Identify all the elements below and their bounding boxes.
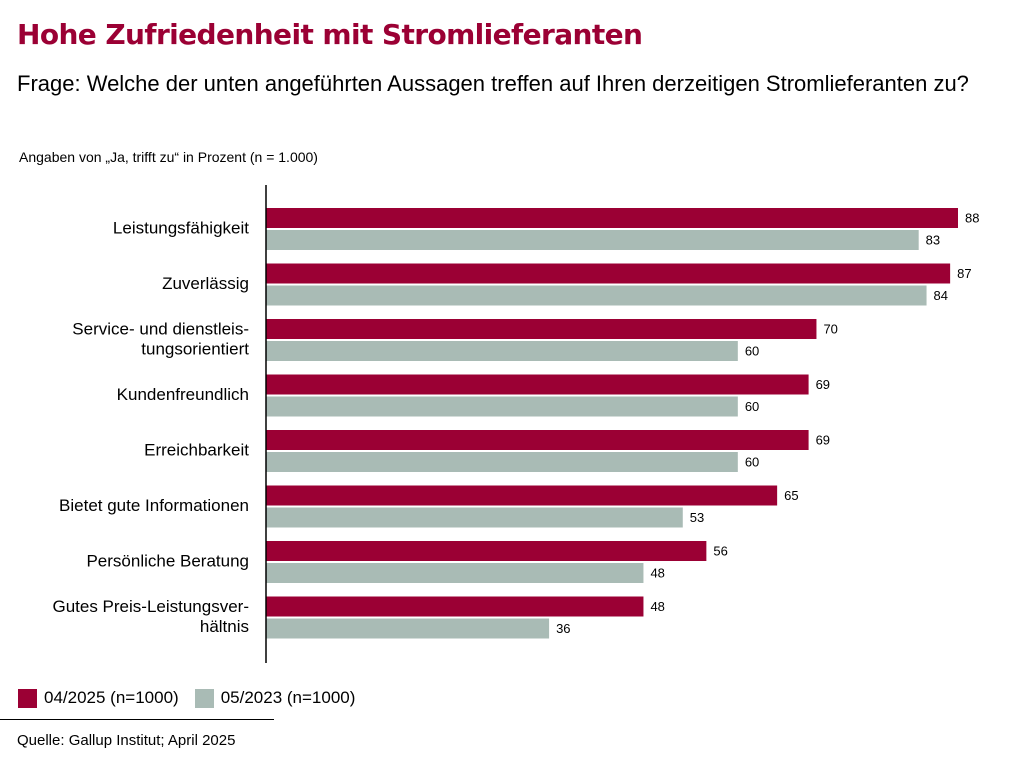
bar-2023 (266, 230, 919, 250)
bar-2025 (266, 208, 958, 228)
category-label: Gutes Preis-Leistungsver- (52, 597, 249, 616)
legend-item-2023: 05/2023 (n=1000) (194, 688, 356, 708)
footer-divider (0, 719, 274, 720)
data-label: 60 (745, 343, 759, 358)
source-note: Quelle: Gallup Institut; April 2025 (17, 732, 236, 749)
category-label: tungsorientiert (141, 339, 249, 358)
bar-2023 (266, 285, 927, 306)
bar-2025 (266, 319, 817, 339)
units-note: Angaben von „Ja, trifft zu“ in Prozent (… (19, 149, 318, 165)
bar-2025 (266, 541, 707, 561)
category-label: Service- und dienstleis- (72, 319, 249, 338)
data-label: 69 (816, 377, 830, 392)
category-label: Kundenfreundlich (117, 385, 249, 404)
bar-2025 (266, 374, 809, 395)
bar-2023 (266, 452, 738, 472)
bar-2025 (266, 485, 778, 506)
data-label: 87 (957, 266, 971, 281)
legend-label-2023: 05/2023 (n=1000) (220, 688, 356, 707)
bar-2023 (266, 563, 644, 583)
bar-2023 (266, 507, 683, 528)
data-label: 65 (784, 488, 798, 503)
bar-2023 (266, 396, 738, 417)
category-label: Erreichbarkeit (144, 440, 249, 459)
chart-question: Frage: Welche der unten angeführten Auss… (17, 71, 969, 96)
data-label: 56 (713, 543, 727, 558)
legend-swatch-2025 (18, 688, 37, 708)
category-label: Zuverlässig (162, 274, 249, 293)
data-label: 70 (823, 321, 837, 336)
legend-item-2025: 04/2025 (n=1000) (18, 688, 179, 708)
bar-2025 (266, 596, 644, 617)
category-label: hältnis (200, 617, 249, 636)
data-label: 69 (816, 432, 830, 447)
data-label: 60 (745, 399, 759, 414)
bar-2025 (266, 263, 951, 284)
bar-2025 (266, 430, 809, 450)
bar-2023 (266, 341, 738, 361)
bar-2023 (266, 618, 550, 639)
category-label: Leistungsfähigkeit (113, 218, 249, 237)
category-label: Persönliche Beratung (86, 551, 249, 570)
legend-swatch-2023 (194, 688, 214, 708)
data-label: 83 (926, 232, 940, 247)
data-label: 48 (650, 565, 664, 580)
data-label: 60 (745, 454, 759, 469)
data-label: 88 (965, 210, 979, 225)
data-label: 36 (556, 621, 570, 636)
data-label: 53 (690, 510, 704, 525)
category-label: Bietet gute Informationen (59, 496, 249, 515)
legend-label-2025: 04/2025 (n=1000) (44, 688, 179, 707)
chart-title: Hohe Zufriedenheit mit Stromlieferanten (17, 18, 643, 51)
chart-legend: 04/2025 (n=1000) 05/2023 (n=1000) (18, 688, 371, 708)
data-label: 48 (650, 599, 664, 614)
data-label: 84 (934, 288, 948, 303)
bar-chart: 88 83 Leistungsfähigkeit 87 84 Zuverlässig 70 6… (52, 185, 979, 663)
